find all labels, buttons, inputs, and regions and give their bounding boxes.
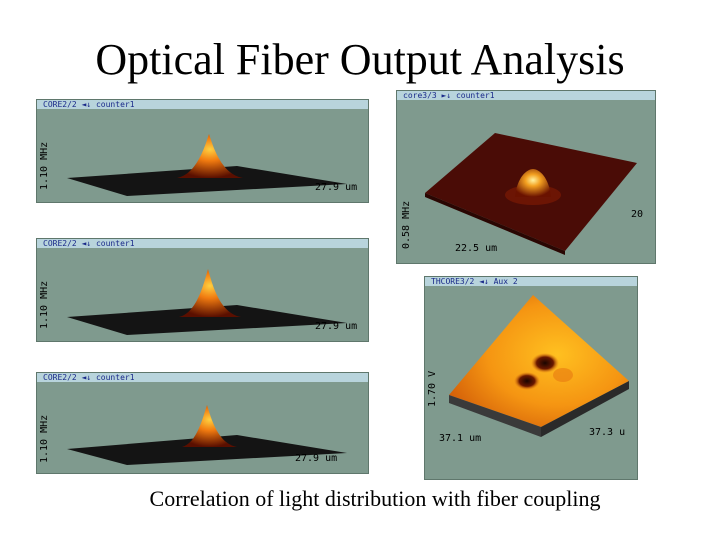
core-plot-2: CORE2/2 ◄↓ counter1 1.10 MHz 27.9 um	[36, 238, 369, 342]
y-axis-label: 1.10 MHz	[39, 414, 50, 463]
x-axis-label: 27.9 um	[315, 321, 358, 332]
slide-caption: Correlation of light distribution with f…	[149, 486, 601, 511]
core-plot-3: CORE2/2 ◄↓ counter1 1.10 MHz 27.9 um	[36, 372, 369, 474]
z-axis-label: 20	[631, 209, 644, 220]
surface-plot-graphic	[67, 269, 347, 335]
plot-header: CORE2/2 ◄↓ counter1	[37, 373, 368, 382]
core-plot-4: core3/3 ►↓ counter1 0.58 MHz 22.5 um 20	[396, 90, 656, 264]
y-axis-label: 1.70 V	[427, 370, 438, 407]
plot-header: core3/3 ►↓ counter1	[397, 91, 655, 100]
surface-plot-graphic	[67, 134, 347, 196]
thcore-plot: THCORE3/2 ◄↓ Aux 2 1.70 V 37.1 um 37.3 u	[424, 276, 638, 480]
core-plot-1: CORE2/2 ◄↓ counter1 1.10 MHz 27.9 um	[36, 99, 369, 203]
plot-header: CORE2/2 ◄↓ counter1	[37, 100, 368, 109]
y-axis-label: 0.58 MHz	[401, 200, 412, 249]
x-axis-label: 27.9 um	[295, 453, 338, 464]
surface-plot-graphic	[449, 295, 629, 437]
plot-header: THCORE3/2 ◄↓ Aux 2	[425, 277, 637, 286]
surface-plot-graphic	[425, 133, 637, 255]
z-axis-label: 37.3 u	[589, 427, 626, 438]
x-axis-label: 27.9 um	[315, 182, 358, 193]
x-axis-label: 22.5 um	[455, 243, 498, 254]
y-axis-label: 1.10 MHz	[39, 141, 50, 190]
y-axis-label: 1.10 MHz	[39, 280, 50, 329]
slide-title: Optical Fiber Output Analysis	[95, 35, 625, 84]
plot-header: CORE2/2 ◄↓ counter1	[37, 239, 368, 248]
x-axis-label: 37.1 um	[439, 433, 482, 444]
surface-plot-graphic	[67, 405, 347, 465]
